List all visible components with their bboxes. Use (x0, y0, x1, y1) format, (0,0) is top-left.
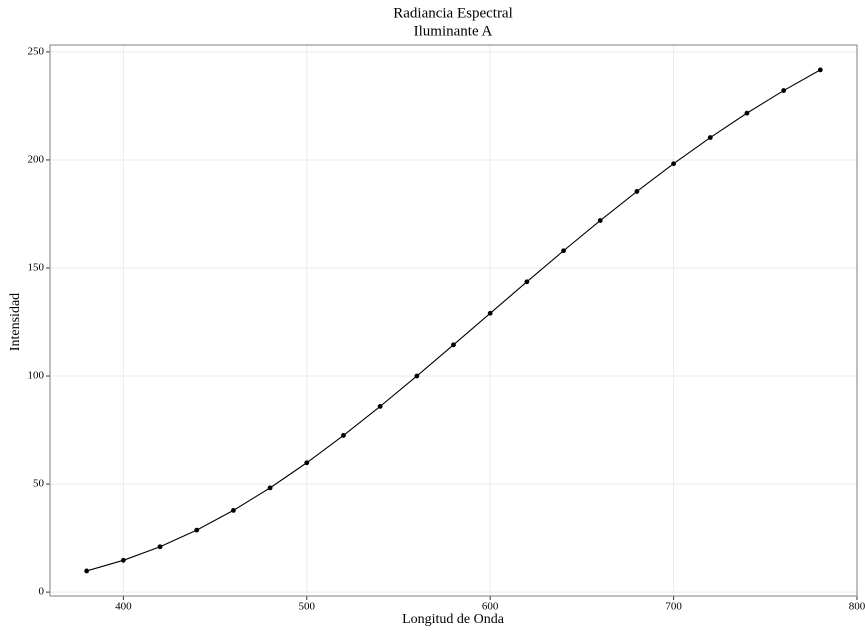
data-point (561, 248, 566, 254)
y-tick-label: 0 (39, 586, 45, 598)
chart-subtitle: Iluminante A (414, 23, 493, 39)
data-point (487, 310, 493, 316)
data-point (634, 189, 640, 194)
data-point (267, 485, 273, 491)
data-point (524, 279, 530, 285)
x-tick-label: 700 (665, 601, 682, 613)
x-axis-label: Longitud de Onda (402, 612, 505, 627)
data-point (377, 403, 383, 409)
data-line (86, 69, 821, 572)
y-tick-label: 50 (33, 478, 45, 490)
x-tick-label: 400 (115, 601, 132, 613)
data-point (414, 373, 420, 379)
data-point (781, 88, 787, 93)
x-tick-label: 500 (299, 601, 316, 613)
data-point (341, 433, 346, 438)
data-point (597, 218, 603, 223)
y-tick-label: 100 (28, 370, 45, 382)
chart-title: Radiancia Espectral (393, 5, 513, 21)
data-point (744, 110, 750, 116)
plot-border (49, 44, 858, 597)
data-point (157, 544, 163, 550)
data-point (707, 135, 713, 140)
data-point (671, 161, 676, 167)
data-point (84, 568, 90, 574)
data-point (451, 342, 456, 348)
y-axis-label: Intensidad (8, 293, 23, 351)
x-tick-label: 800 (849, 601, 865, 613)
data-point (194, 527, 200, 533)
x-tick-label: 600 (482, 601, 499, 613)
data-point (817, 67, 823, 73)
y-tick-label: 250 (28, 45, 45, 57)
data-point (304, 460, 310, 466)
data-point (120, 557, 126, 563)
data-point (231, 508, 236, 513)
y-tick-label: 150 (28, 262, 45, 274)
y-tick-label: 200 (28, 153, 45, 165)
